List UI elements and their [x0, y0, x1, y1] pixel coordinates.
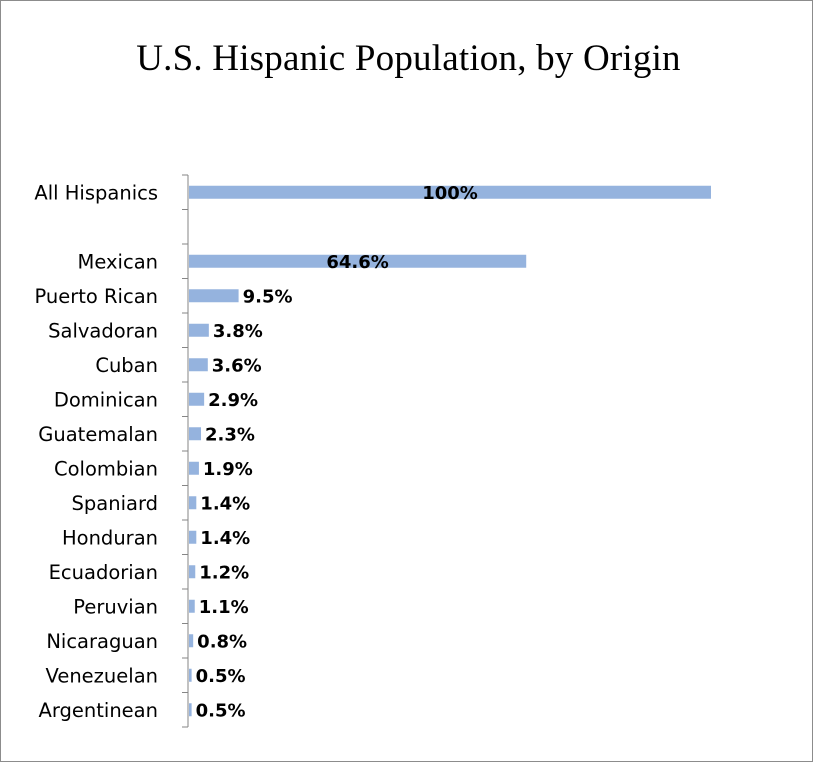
category-label-dominican: Dominican: [54, 388, 158, 411]
category-label-cuban: Cuban: [95, 354, 158, 377]
data-label-cuban: 3.6%: [212, 355, 262, 376]
data-labels: 100% 64.6% 9.5% 3.8% 3.6% 2.9% 2.3% 1.9% 1.4% 1.4…: [196, 183, 478, 722]
bar-dominican: [189, 392, 205, 406]
category-label-puerto-rican: Puerto Rican: [34, 285, 158, 308]
bars-group: [189, 185, 711, 717]
bar-puerto-rican: [189, 289, 239, 303]
data-label-spaniard: 1.4%: [200, 493, 250, 514]
category-label-peruvian: Peruvian: [73, 595, 158, 618]
bar-guatemalan: [189, 427, 202, 441]
category-label-nicaraguan: Nicaraguan: [46, 630, 158, 653]
data-label-guatemalan: 2.3%: [205, 424, 255, 445]
data-label-mexican: 64.6%: [326, 252, 388, 273]
category-label-honduran: Honduran: [62, 526, 158, 549]
bar-argentinean: [189, 703, 192, 717]
data-label-colombian: 1.9%: [203, 459, 253, 480]
bar-peruvian: [189, 599, 195, 613]
category-label-venezuelan: Venezuelan: [46, 664, 159, 687]
category-label-spaniard: Spaniard: [72, 492, 158, 515]
bar-colombian: [189, 461, 199, 475]
data-label-puerto-rican: 9.5%: [243, 286, 293, 307]
category-label-salvadoran: Salvadoran: [48, 319, 158, 342]
category-label-argentinean: Argentinean: [39, 699, 158, 722]
category-label-colombian: Colombian: [54, 457, 158, 480]
data-label-argentinean: 0.5%: [196, 700, 246, 721]
bar-spaniard: [189, 496, 197, 510]
bar-mexican: [189, 254, 527, 268]
bar-nicaraguan: [189, 634, 194, 648]
chart-title: U.S. Hispanic Population, by Origin: [136, 38, 681, 79]
bar-salvadoran: [189, 323, 209, 337]
data-label-ecuadorian: 1.2%: [199, 562, 249, 583]
data-label-honduran: 1.4%: [200, 528, 250, 549]
bar-cuban: [189, 358, 208, 372]
bar-honduran: [189, 530, 197, 544]
category-label-all-hispanics: All Hispanics: [34, 181, 158, 204]
bar-venezuelan: [189, 668, 192, 682]
bar-ecuadorian: [189, 565, 196, 579]
data-label-peruvian: 1.1%: [199, 597, 249, 618]
data-label-venezuelan: 0.5%: [196, 666, 246, 687]
data-label-salvadoran: 3.8%: [213, 321, 263, 342]
category-label-guatemalan: Guatemalan: [38, 423, 158, 446]
category-labels: All Hispanics Mexican Puerto Rican Salvador…: [34, 181, 158, 722]
bar-all-hispanics: [189, 185, 711, 199]
category-axis: [182, 174, 189, 728]
data-label-nicaraguan: 0.8%: [197, 631, 247, 652]
category-label-ecuadorian: Ecuadorian: [49, 561, 158, 584]
data-label-all-hispanics: 100%: [422, 183, 478, 204]
category-label-mexican: Mexican: [78, 250, 158, 273]
data-label-dominican: 2.9%: [208, 390, 258, 411]
